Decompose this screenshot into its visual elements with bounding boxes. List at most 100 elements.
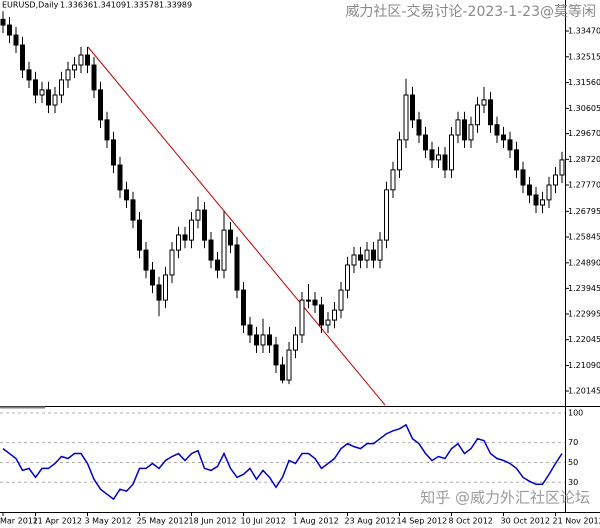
watermark: 威力社区-交易讨论-2023-1-23@莫等闲 <box>345 3 596 20</box>
candle-body <box>410 94 415 121</box>
y-tick-label: 1.22045 <box>568 335 600 344</box>
candle-body <box>403 94 409 141</box>
header-low: 1.33578 <box>126 1 159 10</box>
symbol-title: EURUSD,Daily <box>2 1 59 10</box>
candle-body <box>176 234 181 251</box>
y-tick-label: 70 <box>568 438 578 447</box>
x-tick-label: 11 Apr 2012 <box>33 517 82 526</box>
rsi-line <box>2 423 563 501</box>
y-tick-label: 1.27770 <box>568 180 600 189</box>
candle-body <box>169 249 175 276</box>
candle-body <box>52 94 58 106</box>
candle-body <box>111 139 116 166</box>
candle-body <box>527 184 532 196</box>
y-tick-label: 50 <box>568 458 578 467</box>
y-tick-label: 1.31560 <box>568 78 600 87</box>
candle-body <box>273 344 279 366</box>
candle-body <box>449 134 454 171</box>
y-tick-label: 1.25845 <box>568 233 600 242</box>
candle-body <box>553 174 558 186</box>
candle-body <box>130 199 136 221</box>
x-tick-label: 21 Nov 2012 <box>553 517 600 526</box>
candle-body <box>124 189 129 201</box>
candle-body <box>325 319 331 326</box>
candle-body <box>429 149 435 161</box>
candle-body <box>234 244 240 291</box>
x-tick-label: 8 Oct 2012 <box>449 517 493 526</box>
x-tick-label: 18 Jun 2012 <box>189 517 237 526</box>
candle-body <box>228 229 233 246</box>
candle-body <box>299 299 305 336</box>
candle-body <box>390 169 396 191</box>
candle-body <box>533 194 539 206</box>
candle-body <box>91 64 97 91</box>
candle-body <box>351 254 357 266</box>
candle-body <box>143 249 149 271</box>
candle-body <box>514 149 519 171</box>
candle-body <box>377 239 383 261</box>
candle-body <box>371 249 376 261</box>
y-tick-label: 1.20145 <box>568 387 600 396</box>
candle-body <box>306 299 311 302</box>
candle-body <box>423 134 428 151</box>
candle-body <box>455 119 461 136</box>
y-tick-label: 1.33470 <box>568 26 600 35</box>
candle-body <box>117 164 123 191</box>
candle-body <box>65 69 71 81</box>
candle-body <box>345 264 350 291</box>
y-tick-label: 100 <box>568 408 583 417</box>
y-tick-label: 1.22995 <box>568 310 600 319</box>
candle-body <box>468 124 474 141</box>
x-tick-label: 14 Sep 2012 <box>397 517 448 526</box>
candle-body <box>33 79 38 96</box>
watermark: 知乎 @威力外汇社区论坛 <box>420 489 590 507</box>
candle-body <box>338 289 344 311</box>
candle-body <box>195 209 201 221</box>
candle-body <box>189 219 194 241</box>
candle-body <box>384 189 389 241</box>
candle-body <box>416 119 422 136</box>
trend-line <box>87 46 386 406</box>
y-tick-label: 1.28720 <box>568 155 600 164</box>
y-tick-label: 1.32515 <box>568 52 600 61</box>
candle-body <box>104 119 110 141</box>
header-high: 1.34109 <box>93 1 126 10</box>
candle-body <box>442 154 448 171</box>
candle-body <box>507 139 513 151</box>
candle-body <box>247 324 253 336</box>
y-tick-label: 1.21090 <box>568 361 600 370</box>
x-tick-label: 23 Aug 2012 <box>345 517 396 526</box>
candle-body <box>202 209 207 241</box>
candle-body <box>13 34 19 46</box>
candle-body <box>481 99 487 106</box>
candle-body <box>85 54 90 66</box>
candle-body <box>280 364 285 381</box>
header-close: 1.33989 <box>159 1 192 10</box>
candle-body <box>436 154 441 161</box>
candle-body <box>163 274 168 301</box>
candle-body <box>98 89 103 121</box>
candle-body <box>0 18 6 26</box>
candle-body <box>293 334 298 351</box>
candle-body <box>221 229 227 271</box>
candle-body <box>78 54 84 66</box>
candle-body <box>39 89 45 96</box>
x-tick-label: 1 Aug 2012 <box>293 517 339 526</box>
y-tick-label: 1.23945 <box>568 284 600 293</box>
candle-body <box>312 299 318 306</box>
y-tick-label: 1.30605 <box>568 104 600 113</box>
y-tick-label: 1.29670 <box>568 129 600 138</box>
candle-body <box>208 239 214 261</box>
candle-body <box>462 119 467 141</box>
candle-body <box>332 309 337 321</box>
candle-body <box>546 184 552 201</box>
candle-body <box>267 334 272 346</box>
x-tick-label: Mar 2012 <box>0 517 38 526</box>
y-tick-label: 30 <box>568 478 578 487</box>
x-tick-label: 3 May 2012 <box>85 517 132 526</box>
candle-body <box>559 159 565 176</box>
candle-body <box>241 289 246 326</box>
candle-body <box>72 64 77 71</box>
